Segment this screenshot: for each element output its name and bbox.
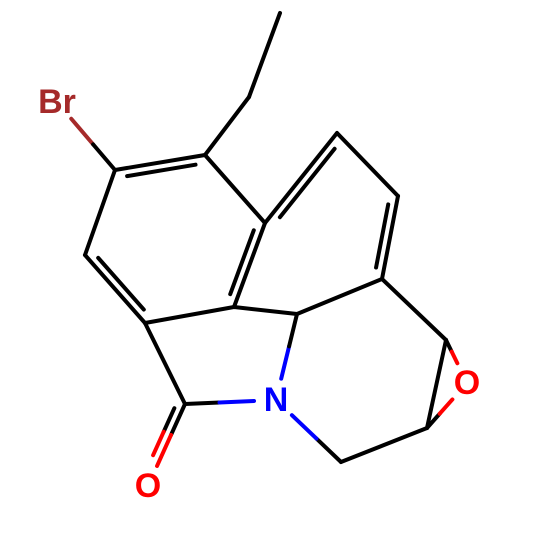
bond: [85, 170, 115, 255]
atom-label-br: Br: [38, 83, 76, 121]
atom-label-o: O: [454, 364, 480, 402]
bond: [382, 196, 398, 279]
bond: [220, 401, 255, 403]
molecule-diagram: Br O N O: [0, 0, 533, 533]
bond: [382, 279, 446, 340]
bond: [145, 307, 234, 323]
atom-label-o: O: [135, 467, 161, 505]
bond: [337, 133, 398, 196]
bond: [341, 428, 427, 462]
bond: [205, 155, 265, 223]
bond: [98, 258, 144, 310]
bond: [115, 155, 205, 170]
bond: [265, 133, 337, 223]
bond: [316, 439, 341, 462]
bond: [85, 255, 145, 323]
bond: [292, 415, 317, 438]
bond: [185, 402, 220, 404]
bond: [289, 314, 297, 346]
bond: [234, 307, 297, 314]
bond: [281, 346, 289, 378]
bond: [452, 352, 458, 364]
bond: [280, 149, 335, 217]
atom-label-n: N: [264, 381, 289, 419]
bond: [145, 323, 185, 404]
bond: [234, 223, 265, 307]
bond: [93, 144, 115, 170]
bond: [297, 279, 382, 314]
bond: [205, 97, 249, 155]
bond: [249, 13, 280, 97]
bond: [440, 399, 453, 413]
bond: [71, 119, 93, 145]
